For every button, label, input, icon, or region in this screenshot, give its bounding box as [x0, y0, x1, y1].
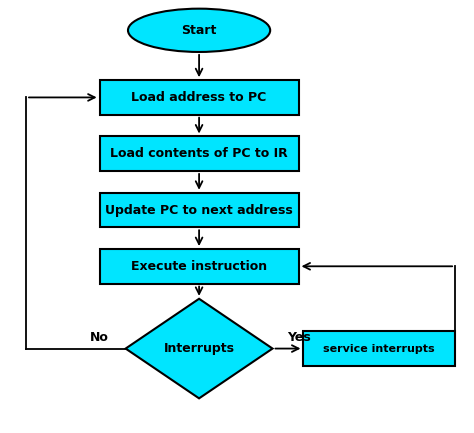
Polygon shape [126, 299, 273, 398]
Text: Update PC to next address: Update PC to next address [105, 204, 293, 216]
FancyBboxPatch shape [100, 80, 299, 115]
Text: Interrupts: Interrupts [164, 342, 235, 355]
FancyBboxPatch shape [303, 331, 455, 366]
FancyBboxPatch shape [100, 249, 299, 284]
FancyBboxPatch shape [100, 136, 299, 171]
Text: No: No [90, 331, 109, 344]
Text: Start: Start [182, 24, 217, 37]
Text: Yes: Yes [287, 331, 310, 344]
FancyBboxPatch shape [100, 193, 299, 227]
Ellipse shape [128, 9, 270, 52]
Text: service interrupts: service interrupts [323, 343, 435, 354]
Text: Execute instruction: Execute instruction [131, 260, 267, 273]
Text: Load address to PC: Load address to PC [131, 91, 267, 104]
Text: Load contents of PC to IR: Load contents of PC to IR [110, 147, 288, 160]
